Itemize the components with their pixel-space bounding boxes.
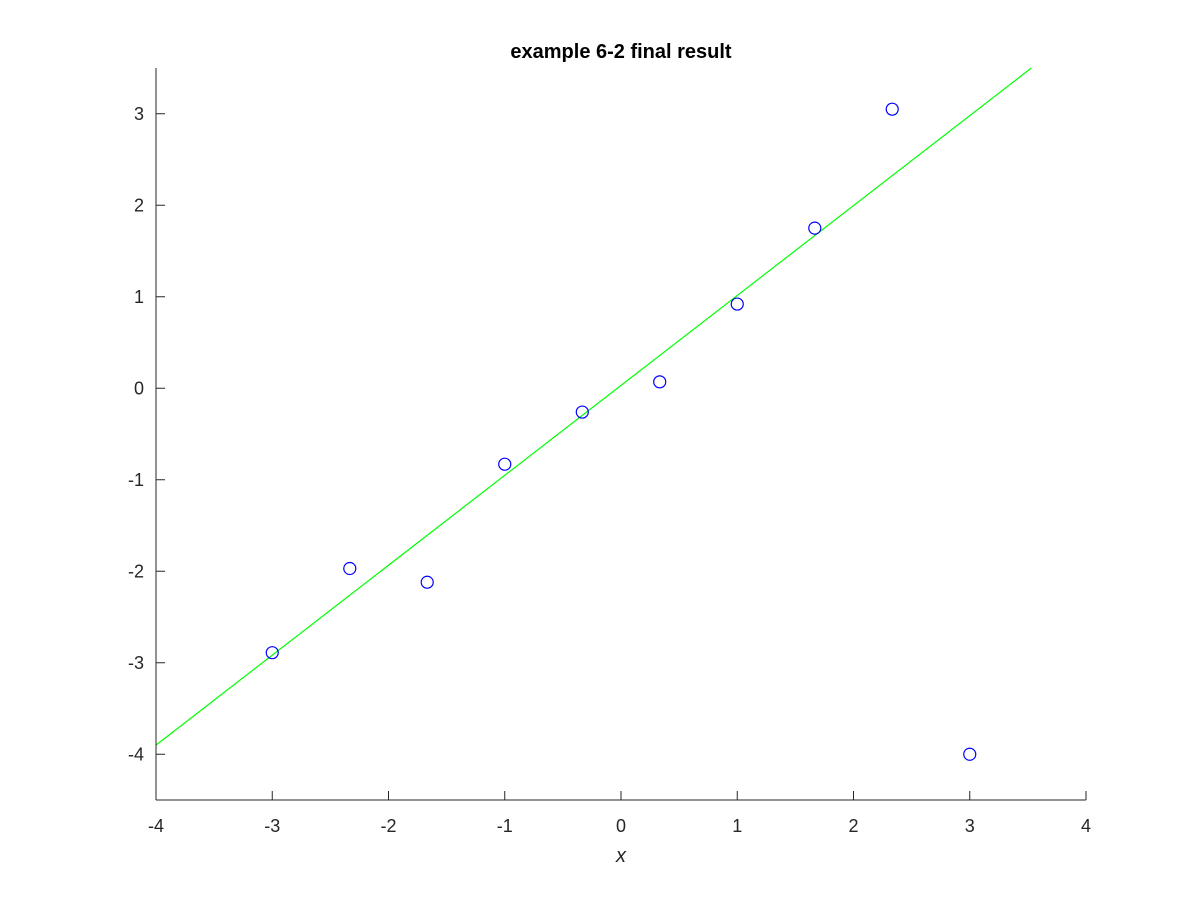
data-point (498, 457, 512, 471)
data-point (343, 561, 357, 576)
x-tick-label: 1 (732, 816, 742, 836)
chart-title: example 6-2 final result (510, 41, 732, 63)
axes: -4 -3 -2 -1 0 1 2 3 4 -4 -3 -2 -1 0 1 2 3 (128, 68, 1091, 836)
y-tick-label: -2 (128, 561, 144, 581)
y-tick-label: 3 (134, 104, 144, 124)
y-tick-label: 0 (134, 378, 144, 398)
x-tick-label: -3 (264, 816, 280, 836)
plot-area (155, 67, 1032, 761)
y-tick-label: 2 (134, 195, 144, 215)
y-tick-label: -3 (128, 653, 144, 673)
y-tick-label: 1 (134, 287, 144, 307)
x-tick-label: 4 (1081, 816, 1091, 836)
x-tick-label: 3 (965, 816, 975, 836)
data-point (808, 221, 822, 235)
data-point (885, 102, 899, 116)
data-point (653, 375, 667, 389)
fit-line (155, 67, 1032, 746)
y-tick-label: -4 (128, 744, 144, 764)
data-point (575, 405, 589, 419)
x-tick-label: -1 (497, 816, 513, 836)
data-point (420, 575, 434, 589)
data-point (265, 646, 279, 660)
x-axis-label: x (615, 845, 627, 867)
x-tick-label: -4 (148, 816, 164, 836)
y-tick-label: -1 (128, 470, 144, 490)
data-point (730, 297, 744, 311)
x-tick-label: 0 (616, 816, 626, 836)
x-tick-label: -2 (380, 816, 396, 836)
data-point (963, 747, 977, 761)
x-tick-label: 2 (848, 816, 858, 836)
